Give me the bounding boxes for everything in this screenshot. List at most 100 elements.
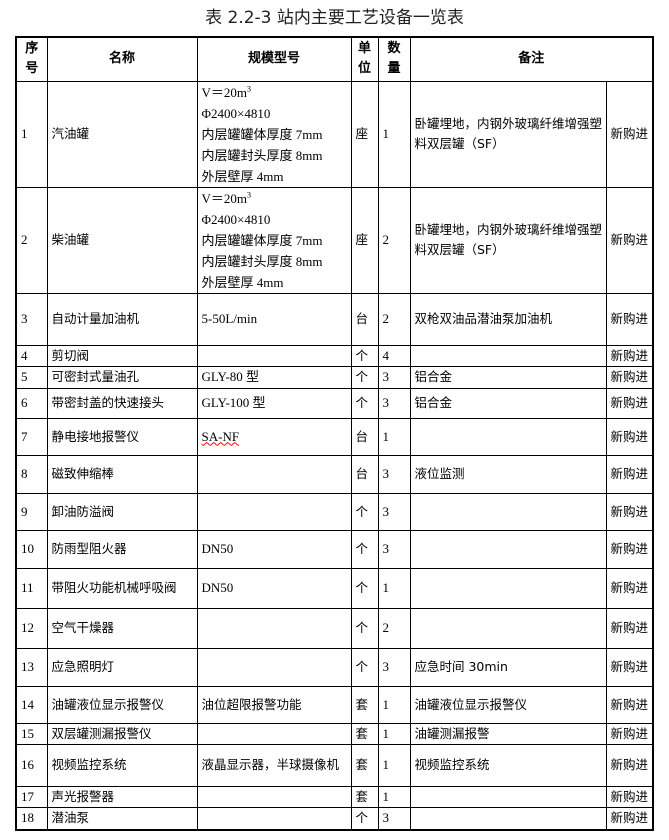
spec-line: 内层罐封头厚度 8mm xyxy=(201,147,323,163)
status: 新购进 xyxy=(605,492,654,531)
row-number: 13 xyxy=(15,647,48,687)
status: 新购进 xyxy=(605,186,654,294)
spec-line: Φ2400×4810 xyxy=(201,105,271,121)
row-number: 5 xyxy=(15,365,48,389)
quantity: 1 xyxy=(377,722,411,745)
equipment-table: 序号 名称 规模型号 单位 数量 备注 1 汽油罐 V＝20m3 Φ2400×4810… xyxy=(15,36,654,831)
unit: 套 xyxy=(350,743,379,787)
row-number: 7 xyxy=(15,417,48,456)
status: 新购进 xyxy=(605,607,654,649)
equipment-name: 空气干燥器 xyxy=(46,607,198,649)
equipment-name: 柴油罐 xyxy=(46,186,198,294)
unit: 套 xyxy=(350,722,379,745)
equipment-spec xyxy=(196,344,352,367)
remark xyxy=(409,567,607,609)
row-number: 10 xyxy=(15,529,48,569)
row-number: 3 xyxy=(15,292,48,346)
spec-line: 外层壁厚 4mm xyxy=(201,168,284,184)
spec-line: V＝20m3 xyxy=(202,188,351,209)
spec-line: 内层罐罐体厚度 7mm xyxy=(201,126,323,142)
status: 新购进 xyxy=(605,722,654,745)
unit: 个 xyxy=(350,567,379,609)
quantity: 1 xyxy=(377,417,411,456)
remark: 油罐测漏报警 xyxy=(409,722,607,745)
equipment-spec: SA-NF xyxy=(196,417,352,456)
table-row: 5 可密封式量油孔 GLY-80 型个 3 铝合金 新购进 xyxy=(15,365,654,389)
table-row: 2 柴油罐 V＝20m3 Φ2400×4810 内层罐罐体厚度 7mm 内层罐封头厚度 8… xyxy=(15,186,654,294)
remark xyxy=(409,529,607,569)
row-number: 16 xyxy=(15,743,48,787)
unit: 套 xyxy=(350,685,379,724)
table-row: 12 空气干燥器 个 2 新购进 xyxy=(15,607,654,649)
spec-line: V＝20m xyxy=(201,84,248,100)
table-title: 表 2.2-3 站内主要工艺设备一览表 xyxy=(205,8,464,28)
quantity: 3 xyxy=(377,647,411,687)
table-row: 17 声光报警器 套 1 新购进 xyxy=(15,785,654,808)
unit: 个 xyxy=(350,387,379,419)
equipment-spec: DN50 xyxy=(196,529,352,569)
table-row: 13 应急照明灯 个 3 应急时间 30min 新购进 xyxy=(15,647,654,687)
quantity: 3 xyxy=(377,492,411,531)
remark: 卧罐埋地，内钢外玻璃纤维增强塑料双层罐（SF） xyxy=(409,80,607,188)
equipment-name: 油罐液位显示报警仪 xyxy=(46,685,198,724)
equipment-name: 剪切阀 xyxy=(46,344,198,367)
equipment-spec: V＝20m3 Φ2400×4810 内层罐罐体厚度 7mm 内层罐封头厚度 8mm 外层… xyxy=(196,80,352,188)
status: 新购进 xyxy=(605,292,654,346)
quantity: 3 xyxy=(377,387,411,419)
status: 新购进 xyxy=(605,387,654,419)
table-row: 1 汽油罐 V＝20m3 Φ2400×4810 内层罐罐体厚度 7mm 内层罐封头厚度 8… xyxy=(15,80,654,188)
status: 新购进 xyxy=(605,785,654,808)
equipment-name: 双层罐测漏报警仪 xyxy=(46,722,198,745)
table-row: 9 卸油防溢阀 个 3 新购进 xyxy=(15,492,654,531)
table-row: 8 磁致伸缩棒 台 3 液位监测 新购进 xyxy=(15,454,654,494)
spec-line: 内层罐封头厚度 8mm xyxy=(201,253,323,269)
row-number: 18 xyxy=(15,806,48,831)
quantity: 1 xyxy=(377,685,411,724)
remark: 铝合金 xyxy=(409,387,607,419)
status: 新购进 xyxy=(605,417,654,456)
row-number: 17 xyxy=(15,785,48,808)
equipment-name: 应急照明灯 xyxy=(46,647,198,687)
table-row: 15 双层罐测漏报警仪 套 1 油罐测漏报警 新购进 xyxy=(15,722,654,745)
row-number: 14 xyxy=(15,685,48,724)
quantity: 2 xyxy=(377,292,411,346)
spec-line: Φ2400×4810 xyxy=(201,211,271,227)
equipment-name: 声光报警器 xyxy=(46,785,198,808)
equipment-name: 带阻火功能机械呼吸阀 xyxy=(46,567,198,609)
quantity: 1 xyxy=(377,567,411,609)
table-row: 4 剪切阀个 4 新购进 xyxy=(15,344,654,367)
row-number: 1 xyxy=(15,80,48,188)
equipment-spec xyxy=(196,722,352,745)
remark xyxy=(409,785,607,808)
quantity: 4 xyxy=(377,344,411,367)
equipment-name: 自动计量加油机 xyxy=(46,292,198,346)
status: 新购进 xyxy=(605,454,654,494)
equipment-name: 磁致伸缩棒 xyxy=(46,454,198,494)
status: 新购进 xyxy=(605,80,654,188)
remark xyxy=(409,607,607,649)
remark: 卧罐埋地，内钢外玻璃纤维增强塑料双层罐（SF） xyxy=(409,186,607,294)
unit: 台 xyxy=(350,292,379,346)
equipment-name: 静电接地报警仪 xyxy=(46,417,198,456)
equipment-spec: GLY-80 型 xyxy=(196,365,352,389)
unit: 个 xyxy=(350,365,379,389)
unit: 个 xyxy=(350,806,379,831)
remark xyxy=(409,492,607,531)
unit: 个 xyxy=(350,492,379,531)
quantity: 1 xyxy=(377,743,411,787)
equipment-name: 带密封盖的快速接头 xyxy=(46,387,198,419)
equipment-spec xyxy=(196,806,352,831)
header-name: 名称 xyxy=(46,36,198,82)
quantity: 1 xyxy=(377,785,411,808)
equipment-spec xyxy=(196,647,352,687)
spec-line: V＝20m3 xyxy=(202,82,351,103)
spec-line: V＝20m xyxy=(201,190,248,206)
header-qty: 数量 xyxy=(377,36,411,82)
equipment-spec xyxy=(196,785,352,808)
remark: 油罐液位显示报警仪 xyxy=(409,685,607,724)
remark: 视频监控系统 xyxy=(409,743,607,787)
equipment-spec xyxy=(196,607,352,649)
quantity: 2 xyxy=(377,186,411,294)
unit: 座 xyxy=(350,80,379,188)
spec-line: 3 xyxy=(247,190,252,200)
